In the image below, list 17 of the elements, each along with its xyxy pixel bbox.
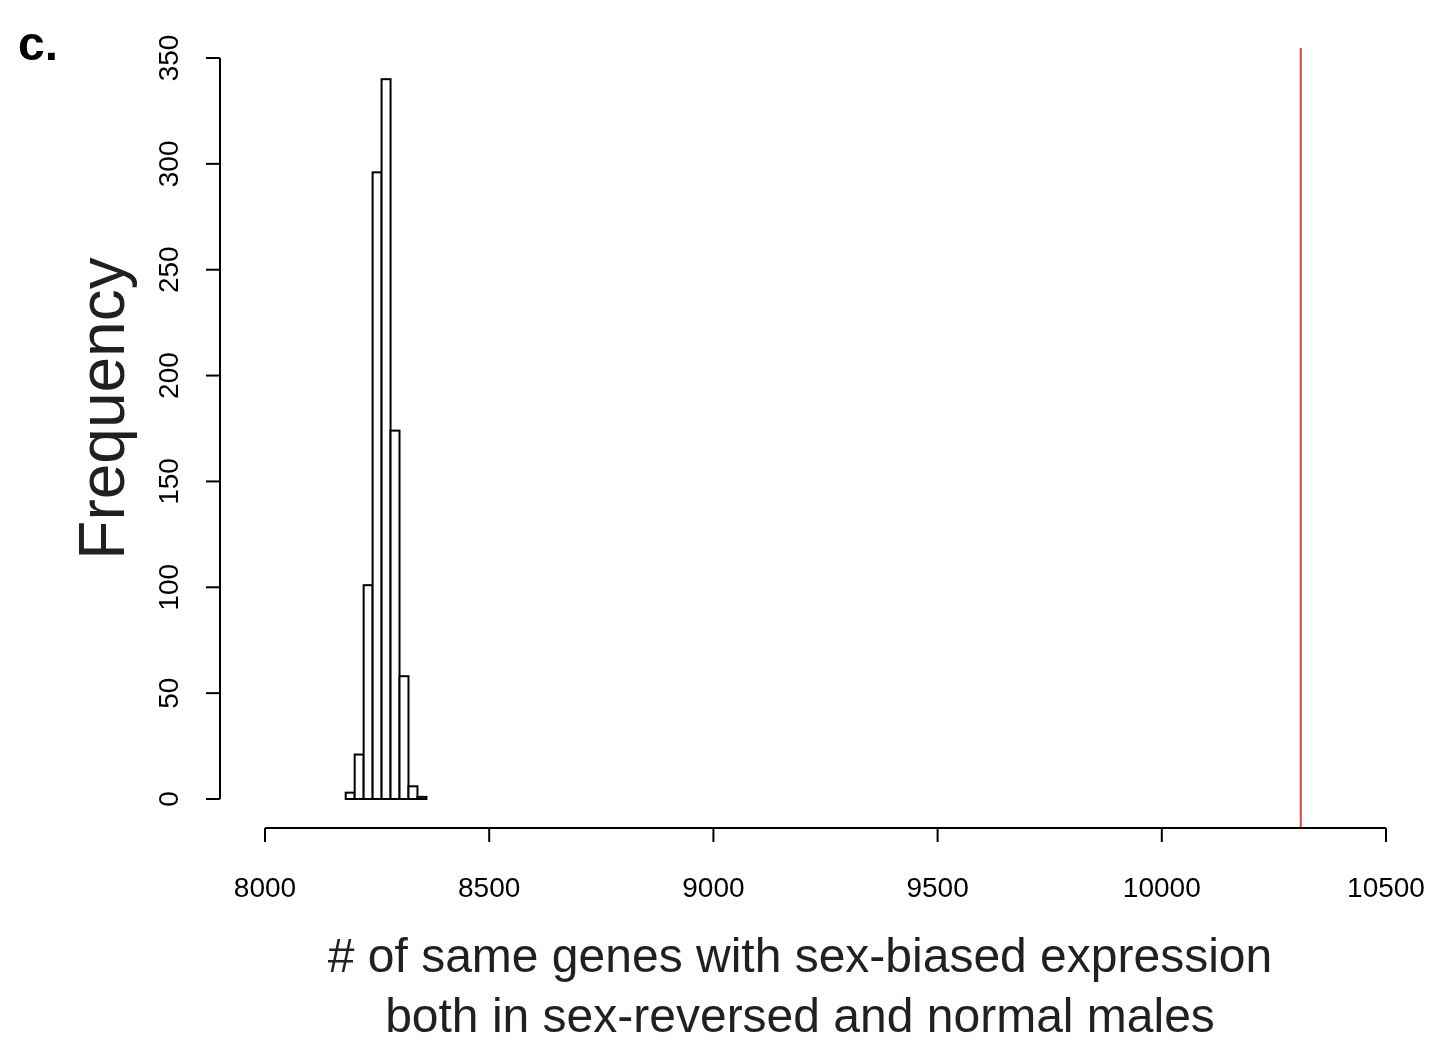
y-tick-label: 200 — [153, 352, 184, 399]
y-tick-label: 150 — [153, 458, 184, 505]
x-tick-label: 8000 — [233, 872, 297, 903]
x-tick-label: 10000 — [1122, 872, 1201, 903]
x-tick-label: 8500 — [458, 872, 521, 903]
x-tick-label: 9500 — [906, 872, 969, 903]
y-tick-label: 350 — [153, 34, 184, 82]
x-tick-label: 9000 — [682, 872, 745, 903]
y-tick-label: 0 — [153, 791, 184, 807]
y-tick-label: 50 — [153, 677, 184, 709]
y-tick-label: 250 — [153, 246, 184, 294]
y-axis-title: Frequency — [66, 257, 138, 560]
y-tick-label: 300 — [153, 140, 184, 188]
y-tick-label: 100 — [153, 563, 184, 611]
x-axis-title: # of same genes with sex-biased expression both in sex-reversed and normal males — [327, 929, 1273, 1042]
chart-title: c. — [18, 17, 59, 70]
x-tick-label: 10500 — [1347, 872, 1425, 903]
